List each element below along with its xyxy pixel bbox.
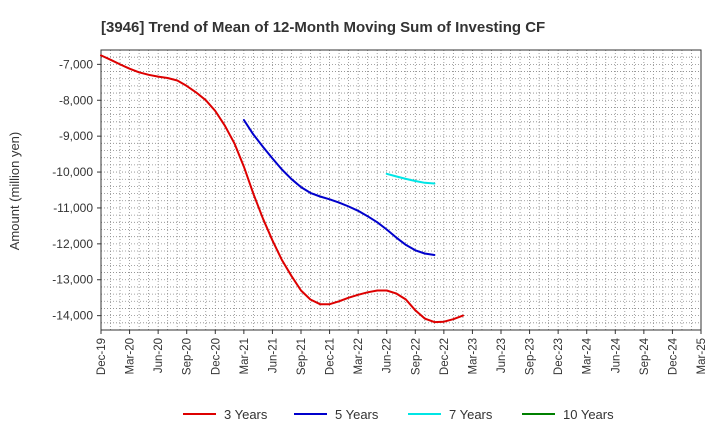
- y-tick-label: -12,000: [52, 237, 93, 251]
- legend-label: 10 Years: [563, 407, 614, 422]
- x-tick-label: Sep-24: [639, 337, 651, 375]
- x-tick-label: Mar-21: [239, 338, 251, 374]
- y-tick-label: -13,000: [52, 273, 93, 287]
- x-tick-label: Jun-20: [153, 338, 165, 373]
- chart-title: [3946] Trend of Mean of 12-Month Moving …: [101, 19, 545, 36]
- x-tick-label: Mar-20: [125, 338, 137, 374]
- series-line-5-years: [242, 119, 436, 256]
- x-tick-label: Dec-23: [553, 338, 565, 375]
- plot-frame: [100, 49, 702, 331]
- x-tick-label: Jun-23: [496, 338, 508, 373]
- y-tick-label: -8,000: [59, 93, 93, 107]
- x-tick-label: Sep-23: [525, 338, 537, 375]
- y-tick-label: -11,000: [53, 201, 93, 215]
- legend-label: 5 Years: [335, 407, 379, 422]
- x-tick-label: Dec-19: [96, 338, 108, 375]
- x-tick-label: Dec-21: [325, 338, 337, 375]
- x-tick-label: Mar-25: [696, 338, 708, 374]
- y-tick-label: -14,000: [52, 309, 93, 323]
- legend-label: 7 Years: [449, 407, 493, 422]
- grid: [101, 50, 701, 330]
- x-tick-label: Mar-23: [467, 338, 479, 374]
- series-lines: [100, 54, 464, 324]
- x-tick-label: Dec-20: [210, 338, 222, 375]
- y-tick-label: -9,000: [59, 129, 93, 143]
- series-line-3-years: [100, 54, 464, 324]
- x-tick-label: Sep-20: [182, 338, 194, 375]
- x-tick-label: Jun-21: [267, 338, 279, 373]
- x-tick-label: Jun-22: [382, 338, 394, 373]
- x-tick-label: Mar-24: [582, 337, 594, 374]
- x-tick-label: Dec-22: [439, 338, 451, 375]
- y-axis-ticks: -7,000 -8,000 -9,000 -10,000 -11,000 -12,000 -…: [52, 57, 101, 323]
- x-axis-ticks: Dec-19 Mar-20 Jun-20 Sep-20 Dec-20 Mar-21 Jun-…: [96, 330, 708, 375]
- x-tick-label: Sep-22: [410, 338, 422, 375]
- x-tick-label: Jun-24: [610, 337, 622, 373]
- legend-label: 3 Years: [224, 407, 268, 422]
- y-tick-label: -7,000: [59, 57, 93, 71]
- x-tick-label: Dec-24: [667, 337, 679, 375]
- y-tick-label: -10,000: [52, 165, 93, 179]
- x-tick-label: Mar-22: [353, 338, 365, 374]
- legend: 3 Years 5 Years 7 Years 10 Years: [183, 407, 614, 422]
- series-line-7-years: [385, 172, 436, 185]
- y-axis-label: Amount (million yen): [7, 132, 22, 251]
- x-tick-label: Sep-21: [296, 338, 308, 375]
